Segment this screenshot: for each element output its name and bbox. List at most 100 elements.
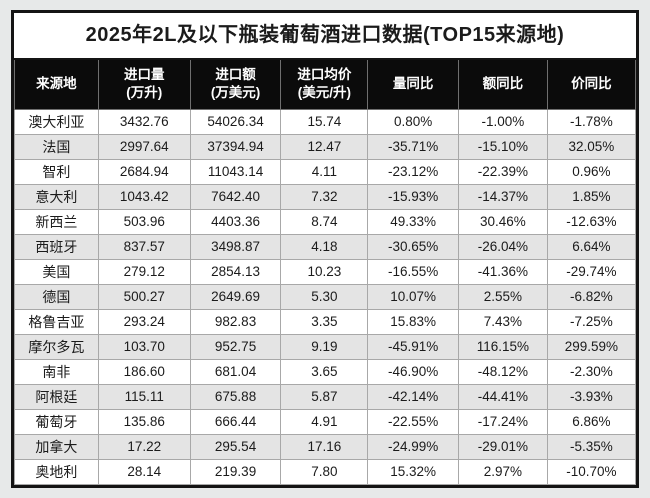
table-row: 格鲁吉亚 293.24 982.83 3.35 15.83% 7.43% -7.25% — [14, 308, 637, 335]
table-cell: 503.96 — [97, 208, 191, 235]
table-cell: 7642.40 — [189, 183, 282, 210]
table-cell: 666.44 — [189, 408, 282, 435]
table-cell: 4.18 — [280, 233, 369, 260]
table-cell: 0.96% — [546, 158, 637, 185]
table-cell: -48.12% — [457, 358, 548, 385]
table-cell: 279.12 — [97, 258, 191, 285]
table-row: 德国 500.27 2649.69 5.30 10.07% 2.55% -6.82% — [14, 283, 637, 310]
table-cell: -6.82% — [546, 283, 637, 310]
cell-source-region: 美国 — [14, 258, 99, 285]
column-header: 来源地 — [14, 58, 99, 110]
table-cell: 2649.69 — [189, 283, 282, 310]
table-cell: 3498.87 — [189, 233, 282, 260]
table-cell: -15.93% — [367, 183, 459, 210]
table-row: 南非 186.60 681.04 3.65 -46.90% -48.12% -2.30% — [14, 358, 637, 385]
column-header: 价同比 — [546, 58, 637, 110]
table-cell: 7.43% — [457, 308, 548, 335]
table-cell: 6.64% — [546, 233, 637, 260]
table-cell: 500.27 — [97, 283, 191, 310]
table-cell: 982.83 — [189, 308, 282, 335]
table-row: 西班牙 837.57 3498.87 4.18 -30.65% -26.04% 6.64% — [14, 233, 637, 260]
table-cell: 8.74 — [280, 208, 369, 235]
header-row: 来源地 进口量 (万升) 进口额 (万美元) 进口均价 (美元/升) 量同比 额同比 价同比 — [14, 58, 637, 110]
table-title: 2025年2L及以下瓶装葡萄酒进口数据(TOP15来源地) — [14, 13, 636, 58]
table-cell: -22.55% — [367, 408, 459, 435]
table-cell: 1.85% — [546, 183, 637, 210]
table-cell: 7.80 — [280, 458, 369, 485]
table-cell: 2.55% — [457, 283, 548, 310]
table-cell: 15.83% — [367, 308, 459, 335]
table-cell: -29.74% — [546, 258, 637, 285]
table-cell: -44.41% — [457, 383, 548, 410]
table-cell: -5.35% — [546, 433, 637, 460]
table-cell: 10.07% — [367, 283, 459, 310]
table-row: 加拿大 17.22 295.54 17.16 -24.99% -29.01% -5.35% — [14, 433, 637, 460]
table-cell: 32.05% — [546, 133, 637, 160]
table-body: 澳大利亚 3432.76 54026.34 15.74 0.80% -1.00% -1.78… — [14, 108, 637, 485]
table-cell: 0.80% — [367, 108, 459, 135]
column-header: 额同比 — [457, 58, 548, 110]
table-cell: 2854.13 — [189, 258, 282, 285]
cell-source-region: 德国 — [14, 283, 99, 310]
cell-source-region: 新西兰 — [14, 208, 99, 235]
table-cell: 3432.76 — [97, 108, 191, 135]
wine-import-table-card: 2025年2L及以下瓶装葡萄酒进口数据(TOP15来源地) 来源地 进口量 (万升… — [11, 10, 639, 488]
table-cell: -15.10% — [457, 133, 548, 160]
table-cell: 7.32 — [280, 183, 369, 210]
table-cell: -1.00% — [457, 108, 548, 135]
table-cell: -2.30% — [546, 358, 637, 385]
table-cell: -12.63% — [546, 208, 637, 235]
table-cell: 15.74 — [280, 108, 369, 135]
table-cell: -30.65% — [367, 233, 459, 260]
table-cell: 103.70 — [97, 333, 191, 360]
table-cell: 54026.34 — [189, 108, 282, 135]
data-table: 来源地 进口量 (万升) 进口额 (万美元) 进口均价 (美元/升) 量同比 额同比 价同比… — [14, 58, 637, 485]
cell-source-region: 西班牙 — [14, 233, 99, 260]
column-header: 进口量 (万升) — [97, 58, 191, 110]
table-cell: -22.39% — [457, 158, 548, 185]
cell-source-region: 智利 — [14, 158, 99, 185]
table-cell: 28.14 — [97, 458, 191, 485]
table-cell: 15.32% — [367, 458, 459, 485]
cell-source-region: 加拿大 — [14, 433, 99, 460]
table-row: 澳大利亚 3432.76 54026.34 15.74 0.80% -1.00% -1.78… — [14, 108, 637, 135]
table-row: 葡萄牙 135.86 666.44 4.91 -22.55% -17.24% 6.86% — [14, 408, 637, 435]
table-cell: 837.57 — [97, 233, 191, 260]
table-row: 奥地利 28.14 219.39 7.80 15.32% 2.97% -10.70% — [14, 458, 637, 485]
table-cell: 675.88 — [189, 383, 282, 410]
table-cell: 17.22 — [97, 433, 191, 460]
table-cell: -42.14% — [367, 383, 459, 410]
table-cell: 17.16 — [280, 433, 369, 460]
table-row: 摩尔多瓦 103.70 952.75 9.19 -45.91% 116.15% 299.59… — [14, 333, 637, 360]
table-cell: 37394.94 — [189, 133, 282, 160]
table-cell: -26.04% — [457, 233, 548, 260]
column-header: 进口均价 (美元/升) — [280, 58, 369, 110]
table-cell: 2.97% — [457, 458, 548, 485]
table-cell: -24.99% — [367, 433, 459, 460]
table-cell: 3.65 — [280, 358, 369, 385]
table-cell: -23.12% — [367, 158, 459, 185]
column-header: 进口额 (万美元) — [189, 58, 282, 110]
table-cell: 12.47 — [280, 133, 369, 160]
cell-source-region: 南非 — [14, 358, 99, 385]
table-cell: 5.87 — [280, 383, 369, 410]
table-row: 新西兰 503.96 4403.36 8.74 49.33% 30.46% -12.63% — [14, 208, 637, 235]
table-cell: 295.54 — [189, 433, 282, 460]
table-cell: -1.78% — [546, 108, 637, 135]
table-cell: 186.60 — [97, 358, 191, 385]
cell-source-region: 葡萄牙 — [14, 408, 99, 435]
cell-source-region: 阿根廷 — [14, 383, 99, 410]
cell-source-region: 奥地利 — [14, 458, 99, 485]
table-cell: 219.39 — [189, 458, 282, 485]
table-cell: -17.24% — [457, 408, 548, 435]
column-header: 量同比 — [367, 58, 459, 110]
table-cell: 1043.42 — [97, 183, 191, 210]
table-cell: 30.46% — [457, 208, 548, 235]
table-cell: 293.24 — [97, 308, 191, 335]
table-cell: 6.86% — [546, 408, 637, 435]
table-cell: -3.93% — [546, 383, 637, 410]
table-cell: -41.36% — [457, 258, 548, 285]
cell-source-region: 法国 — [14, 133, 99, 160]
table-cell: 4403.36 — [189, 208, 282, 235]
cell-source-region: 澳大利亚 — [14, 108, 99, 135]
